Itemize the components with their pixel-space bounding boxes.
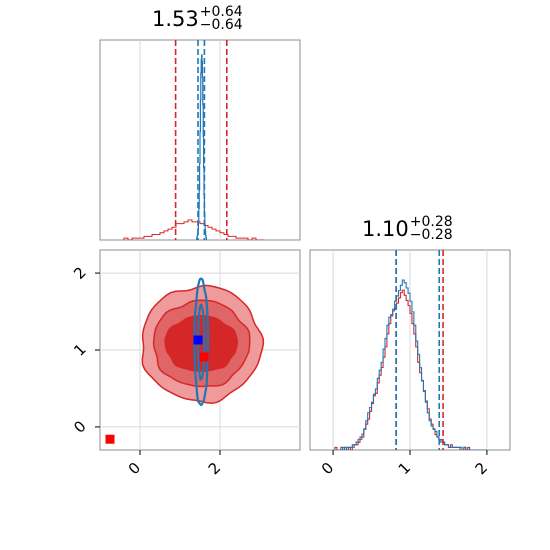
panel-bottom-left-markers — [105, 335, 209, 444]
x-tick-label: 0 — [125, 459, 144, 478]
blue-marker — [193, 335, 203, 345]
title-plus-error: +0.64 — [199, 4, 243, 20]
panel-bottom-right-x-ticks: 0 1 2 — [318, 450, 491, 478]
panel-bottom-right: 0 1 2 — [309, 249, 511, 478]
red-marker — [105, 434, 115, 444]
title-value: 1.53 — [152, 7, 199, 31]
title-minus-error: −0.28 — [409, 227, 453, 243]
red-marker — [199, 352, 209, 362]
title-plus-error: +0.28 — [409, 214, 453, 230]
panel-bottom-right-quantile-lines — [395, 250, 444, 450]
panel-bottom-right-grid — [332, 250, 488, 450]
panel-top-left-grid — [139, 40, 221, 240]
panel-top-left-red-histogram — [123, 219, 264, 240]
red-histogram-step — [123, 219, 264, 240]
x-tick-label: 0 — [318, 459, 337, 478]
y-tick-label: 2 — [70, 263, 89, 282]
panel-top-left-quantile-lines — [174, 40, 228, 240]
y-tick-label: 1 — [70, 340, 89, 359]
x-tick-label: 2 — [472, 459, 491, 478]
x-tick-label: 2 — [205, 459, 224, 478]
y-tick-label: 0 — [70, 417, 89, 436]
panel-top-left-title: 1.53 +0.64 −0.64 — [152, 4, 243, 33]
panel-bottom-left-y-ticks: 0 1 2 — [70, 263, 100, 437]
blue-histogram-step — [333, 279, 487, 450]
panel-top-left — [99, 39, 301, 241]
title-value: 1.10 — [362, 217, 409, 241]
title-minus-error: −0.64 — [199, 17, 243, 33]
x-tick-label: 1 — [395, 459, 414, 478]
panel-bottom-right-blue-histogram — [333, 279, 487, 450]
panel-bottom-right-title: 1.10 +0.28 −0.28 — [362, 214, 453, 243]
